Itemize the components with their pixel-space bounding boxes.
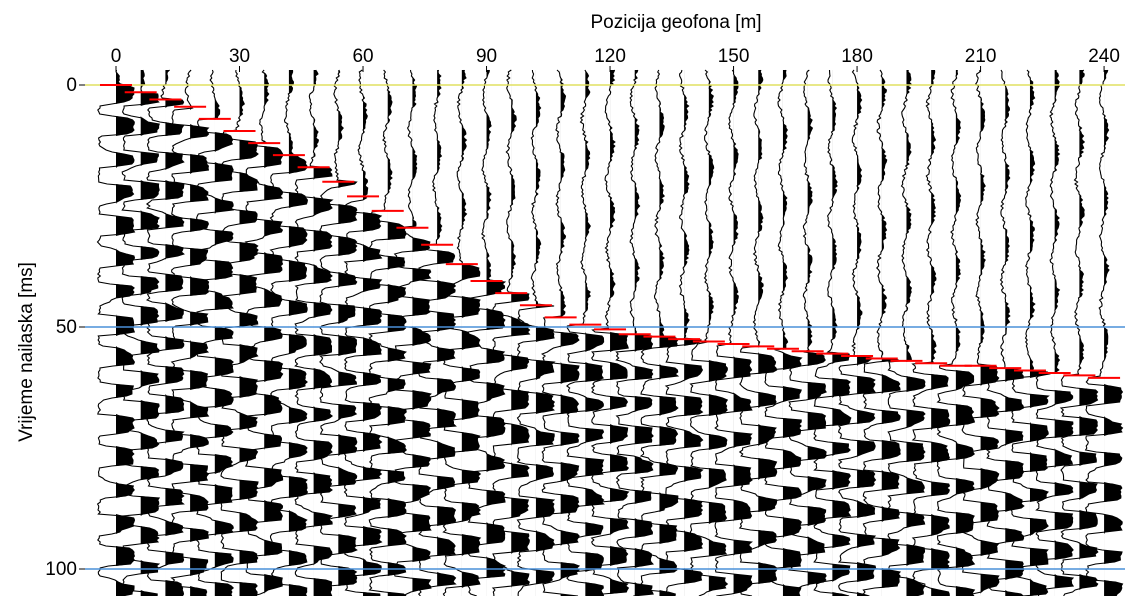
trace-fill-11 [387,70,407,596]
trace-fill-36 [1005,70,1024,596]
trace-fill-35 [980,70,999,596]
axes-group: 0 30 60 90 120 150 180 210 240 0 50 100 [45,46,1120,580]
x-tick-label-180: 180 [841,46,873,67]
trace-16 [491,69,531,596]
trace-15 [467,69,507,596]
reference-line-group [85,84,1125,570]
trace-fill-20 [610,70,629,596]
trace-10 [343,69,383,596]
trace-fill-2 [165,70,184,596]
trace-fill-29 [832,70,851,596]
trace-4 [195,69,235,596]
trace-24 [689,69,729,596]
trace-fill-19 [585,70,604,596]
trace-fill-34 [955,70,975,596]
trace-fill-1 [140,70,160,596]
trace-fill-8 [313,70,333,596]
trace-fill-40 [1104,70,1123,596]
trace-fill-15 [486,70,505,596]
trace-29 [813,69,852,596]
trace-fill-13 [437,70,456,596]
trace-fill-9 [338,70,357,596]
trace-fill-32 [906,70,925,596]
trace-8 [294,69,334,596]
trace-fill-37 [1029,70,1049,596]
trace-fill-38 [1054,70,1074,596]
trace-5 [220,69,259,596]
trace-9 [318,69,358,596]
x-tick-label-120: 120 [594,46,626,67]
trace-11 [368,69,407,596]
trace-fill-18 [560,70,580,596]
trace-39 [1059,69,1099,596]
chart-title: Pozicija geofona [m] [590,12,761,33]
trace-19 [565,69,605,596]
trace-fill-0 [116,70,135,596]
trace-27 [763,69,803,596]
trace-group [96,69,1124,596]
trace-7 [269,69,309,596]
trace-fill-3 [190,70,209,596]
first-break-pick-group [100,84,1121,379]
trace-fill-28 [807,70,827,596]
trace-fill-25 [733,70,752,596]
trace-fill-39 [1079,70,1098,596]
trace-fill-14 [461,70,481,596]
trace-fill-30 [857,70,876,596]
trace-fill-17 [535,70,555,596]
x-tick-label-210: 210 [965,46,997,67]
y-tick-label-0: 0 [66,75,77,96]
trace-fill-27 [782,70,802,596]
trace-fill-22 [659,70,678,596]
y-axis-label: Vrijeme nailaska [ms] [16,262,37,442]
trace-fill-24 [708,70,728,596]
x-tick-label-0: 0 [111,46,122,67]
trace-fill-21 [634,70,654,596]
trace-fill-33 [931,70,950,596]
x-tick-label-60: 60 [352,46,373,67]
trace-fill-26 [758,70,777,596]
trace-fill-16 [511,70,530,596]
y-tick-label-100: 100 [45,559,77,580]
trace-fill-23 [684,70,703,596]
x-tick-label-30: 30 [229,46,250,67]
x-tick-label-240: 240 [1088,46,1120,67]
trace-fill-4 [214,70,234,596]
trace-fill-7 [288,70,308,596]
x-tick-label-150: 150 [718,46,750,67]
trace-38 [1035,69,1075,596]
trace-fill-31 [881,70,901,596]
trace-fill-12 [412,70,431,596]
x-tick-label-90: 90 [476,46,497,67]
y-tick-label-50: 50 [56,317,77,338]
trace-fill-10 [363,70,382,596]
trace-fill-5 [239,70,258,596]
trace-37 [1010,69,1050,596]
